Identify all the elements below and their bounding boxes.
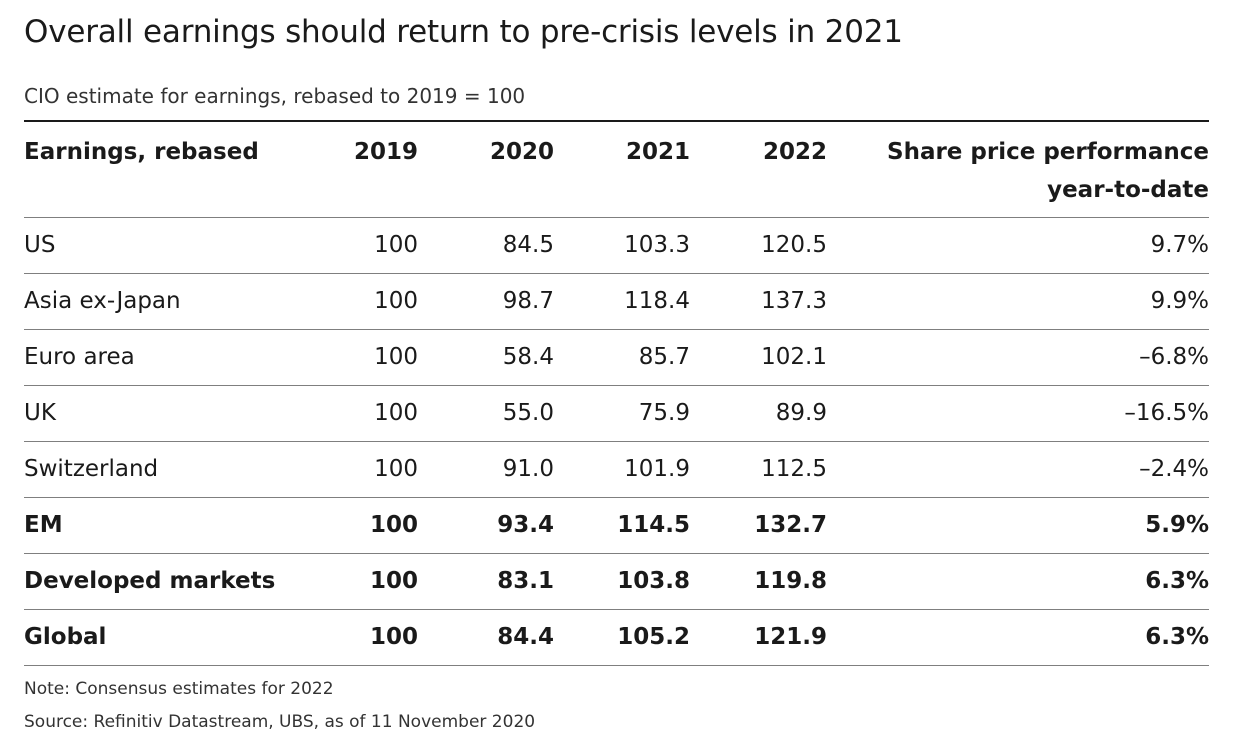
cell-2022: 137.3	[761, 288, 827, 314]
cell-share-price-perf: –16.5%	[1124, 400, 1209, 426]
header-2020: 2020	[489, 139, 554, 165]
cell-2022: 121.9	[754, 624, 827, 650]
header-2022: 2022	[762, 139, 827, 165]
cell-share-price-perf: 6.3%	[1145, 624, 1209, 650]
cell-2021: 103.3	[624, 232, 690, 258]
cell-2019: 100	[369, 512, 418, 538]
cell-2020: 91.0	[502, 456, 554, 482]
header-2021: 2021	[625, 139, 690, 165]
cell-share-price-perf: 9.7%	[1150, 232, 1209, 258]
cell-2020: 58.4	[502, 344, 554, 370]
cell-2020: 84.5	[502, 232, 554, 258]
table-row: Switzerland 100 91.0 101.9 112.5 –2.4%	[24, 442, 1209, 498]
cell-share-price-perf: 5.9%	[1145, 512, 1209, 538]
header-perf-line-2: year-to-date	[1047, 177, 1209, 203]
table-row: Developed markets 100 83.1 103.8 119.8 6.3%	[24, 554, 1209, 610]
cell-2021: 105.2	[617, 624, 690, 650]
cell-2021: 75.9	[638, 400, 690, 426]
cell-2021: 114.5	[617, 512, 690, 538]
cell-share-price-perf: 9.9%	[1150, 288, 1209, 314]
cell-2022: 89.9	[775, 400, 827, 426]
table-row: Global 100 84.4 105.2 121.9 6.3%	[24, 610, 1209, 666]
row-label: Developed markets	[24, 568, 276, 594]
cell-2021: 103.8	[617, 568, 690, 594]
table-row: US 100 84.5 103.3 120.5 9.7%	[24, 218, 1209, 274]
row-label: Asia ex-Japan	[24, 288, 181, 314]
table-row: Asia ex-Japan 100 98.7 118.4 137.3 9.9%	[24, 274, 1209, 330]
cell-2019: 100	[369, 624, 418, 650]
row-label: US	[24, 232, 56, 258]
cell-2020: 84.4	[497, 624, 554, 650]
cell-2021: 118.4	[624, 288, 690, 314]
chart-note: Note: Consensus estimates for 2022	[24, 679, 334, 699]
header-perf-line-1: Share price performance	[887, 139, 1209, 165]
cell-2020: 55.0	[502, 400, 554, 426]
cell-2019: 100	[374, 232, 418, 258]
cell-2020: 93.4	[497, 512, 554, 538]
chart-subtitle: CIO estimate for earnings, rebased to 20…	[24, 84, 526, 108]
chart-source: Source: Refinitiv Datastream, UBS, as of…	[24, 712, 536, 732]
cell-2021: 85.7	[638, 344, 690, 370]
cell-2019: 100	[374, 344, 418, 370]
table-row: UK 100 55.0 75.9 89.9 –16.5%	[24, 386, 1209, 442]
cell-2019: 100	[374, 456, 418, 482]
cell-2022: 120.5	[761, 232, 827, 258]
cell-2019: 100	[369, 568, 418, 594]
table-body: US 100 84.5 103.3 120.5 9.7% Asia ex-Japan 100 9…	[24, 218, 1209, 666]
cell-2020: 83.1	[497, 568, 554, 594]
cell-2022: 102.1	[761, 344, 827, 370]
row-label: Euro area	[24, 344, 135, 370]
chart-title: Overall earnings should return to pre-cr…	[24, 14, 903, 50]
table-row: EM 100 93.4 114.5 132.7 5.9%	[24, 498, 1209, 554]
cell-share-price-perf: –2.4%	[1139, 456, 1209, 482]
cell-2019: 100	[374, 288, 418, 314]
cell-share-price-perf: 6.3%	[1145, 568, 1209, 594]
row-label: Switzerland	[24, 456, 159, 482]
cell-2019: 100	[374, 400, 418, 426]
table-header-row: Earnings, rebased 2019 2020 2021 2022 Sh…	[24, 122, 1209, 218]
cell-2022: 132.7	[754, 512, 827, 538]
header-2019: 2019	[353, 139, 418, 165]
row-label: EM	[24, 512, 63, 538]
header-earnings-rebased: Earnings, rebased	[24, 139, 259, 165]
table-row: Euro area 100 58.4 85.7 102.1 –6.8%	[24, 330, 1209, 386]
table-top-rule	[24, 120, 1209, 122]
row-label: Global	[24, 624, 107, 650]
header-share-price-performance: Share price performance year-to-date	[887, 133, 1209, 209]
cell-2022: 112.5	[761, 456, 827, 482]
cell-share-price-perf: –6.8%	[1139, 344, 1209, 370]
cell-2022: 119.8	[754, 568, 827, 594]
cell-2021: 101.9	[624, 456, 690, 482]
earnings-table: Earnings, rebased 2019 2020 2021 2022 Sh…	[24, 120, 1209, 666]
row-label: UK	[24, 400, 56, 426]
cell-2020: 98.7	[502, 288, 554, 314]
